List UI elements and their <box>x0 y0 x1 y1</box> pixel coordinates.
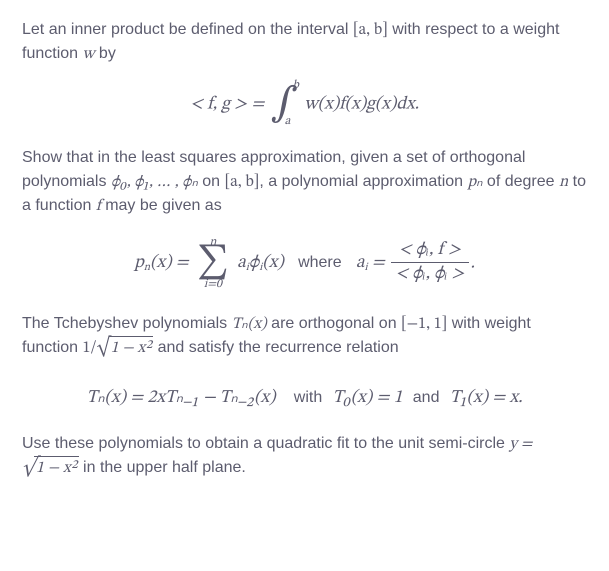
equation-pn: pn(x) = n ∑ i=0 aiϕi(x) where ai = < ϕᵢ,… <box>22 236 587 290</box>
text: , a polynomial approximation <box>259 173 467 190</box>
text: Use these polynomials to obtain a quadra… <box>22 435 509 452</box>
weight-w: w <box>82 46 94 62</box>
and-label: and <box>407 389 446 406</box>
text: Let an inner product be defined on the i… <box>22 21 353 38</box>
pn-lhs: pn(x) = <box>134 254 193 272</box>
with-label: with <box>280 389 328 406</box>
lhs: < f, g > = <box>190 96 264 114</box>
fraction-numerator: < ϕᵢ, f > <box>391 241 468 264</box>
fraction-ai: < ϕᵢ, f > < ϕᵢ, ϕᵢ > <box>391 241 468 286</box>
paragraph-2: Show that in the least squares approxima… <box>22 146 587 218</box>
interval-ab: [a, b] <box>353 22 388 38</box>
pn: pₙ <box>468 174 483 190</box>
sum-body: aiϕi(x) <box>237 254 284 272</box>
text: The Tchebyshev polynomials <box>22 315 232 332</box>
sum-symbol: ∑ <box>197 248 229 278</box>
fraction-denominator: < ϕᵢ, ϕᵢ > <box>391 263 468 285</box>
integral-block: b ∫ a <box>271 84 298 124</box>
Tn: Tₙ(x) <box>232 316 267 332</box>
integrand: w(x)f(x)g(x)dx. <box>304 96 419 114</box>
equation-recurrence: Tₙ(x) = 2xTₙ₋₁ − Tₙ₋₂(x) with T₀(x) = 1 … <box>22 388 587 410</box>
degree-n: n <box>559 174 568 190</box>
text: may be given as <box>101 197 222 214</box>
where-label: where <box>288 254 352 271</box>
recurrence-main: Tₙ(x) = 2xTₙ₋₁ − Tₙ₋₂(x) <box>87 389 276 407</box>
equation-inner-product: < f, g > = b ∫ a w(x)f(x)g(x)dx. <box>22 84 587 124</box>
interval-minus1-1: [−1, 1] <box>401 316 447 332</box>
paragraph-4: Use these polynomials to obtain a quadra… <box>22 432 587 480</box>
text: by <box>94 45 115 62</box>
interval-ab-2: [a, b] <box>225 174 260 190</box>
text: are orthogonal on <box>267 315 401 332</box>
recurrence-t1: T₁(x) = x. <box>450 389 523 407</box>
weight-function: 1/1 − x² <box>82 340 153 356</box>
sum-block: n ∑ i=0 <box>197 236 229 290</box>
text: on <box>198 173 225 190</box>
text: in the upper half plane. <box>79 459 246 476</box>
paragraph-1: Let an inner product be defined on the i… <box>22 18 587 66</box>
text: and satisfy the recurrence relation <box>153 339 398 356</box>
integral-upper: b <box>293 78 299 92</box>
recurrence-t0: T₀(x) = 1 <box>332 389 402 407</box>
integral-lower: a <box>285 114 291 128</box>
phi-list: ϕ₀, ϕ₁, … , ϕₙ <box>111 174 198 190</box>
text: of degree <box>482 173 559 190</box>
paragraph-3: The Tchebyshev polynomials Tₙ(x) are ort… <box>22 312 587 360</box>
period: . <box>471 254 475 272</box>
ai: ai = <box>356 254 389 272</box>
